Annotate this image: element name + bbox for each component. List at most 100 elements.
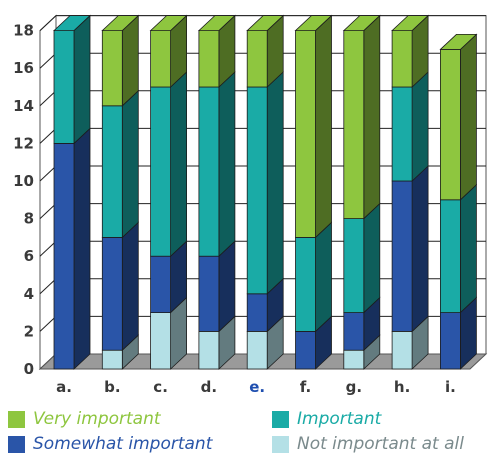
chart-side-wall — [39, 14, 57, 371]
x-category-label: c. — [153, 378, 168, 396]
bar-side-very_important — [459, 33, 477, 201]
legend-label-very-important: Very important — [33, 409, 161, 429]
legend-label-important: Important — [297, 409, 382, 429]
y-tick-label: 12 — [13, 134, 34, 152]
bar-segment-very_important — [246, 30, 268, 88]
bar-segment-not_important_at_all — [150, 312, 172, 370]
bar-segment-somewhat_important — [246, 293, 268, 332]
x-category-label: i. — [445, 378, 456, 396]
bar-segment-very_important — [101, 30, 123, 107]
gridline-side — [39, 15, 57, 31]
bar-side-very_important — [363, 14, 381, 220]
y-tick-label: 6 — [24, 247, 34, 265]
bar-segment-somewhat_important — [53, 142, 75, 370]
x-category-label: g. — [346, 378, 362, 396]
gridline-side — [39, 165, 57, 182]
bar-side-important — [266, 71, 284, 295]
bar-segment-important — [295, 236, 316, 332]
bar-segment-important — [150, 86, 172, 257]
legend-item-very-important: Very important — [8, 409, 161, 429]
y-tick-label: 14 — [13, 97, 34, 115]
gridline-side — [39, 90, 57, 107]
bar-segment-somewhat_important — [295, 330, 316, 370]
gridline-side — [39, 203, 57, 219]
x-category-label: e. — [249, 378, 265, 396]
legend-swatch-not-important-at-all — [272, 435, 289, 453]
x-category-label: f. — [300, 378, 311, 396]
y-tick-label: 4 — [24, 285, 34, 303]
chart-legend: Very important Important Somewhat import… — [0, 405, 491, 457]
legend-label-somewhat-important: Somewhat important — [33, 434, 213, 454]
gridline-side — [39, 278, 57, 295]
y-tick-label: 0 — [24, 360, 34, 378]
y-tick-label: 2 — [24, 322, 34, 340]
bar-side-important — [459, 183, 477, 314]
gridline-side — [39, 52, 57, 69]
bar-top-very_important — [391, 15, 430, 32]
y-tick-label: 8 — [24, 210, 34, 228]
bar-side-very_important — [121, 14, 139, 107]
bar-segment-very_important — [198, 30, 220, 88]
legend-swatch-important — [272, 410, 289, 428]
bar-top-very_important — [149, 15, 188, 32]
bar-side-somewhat_important — [73, 127, 91, 370]
bar-side-somewhat_important — [121, 221, 139, 352]
bar-segment-important — [246, 86, 268, 295]
bar-segment-somewhat_important — [391, 180, 413, 332]
bar-segment-important — [391, 86, 413, 182]
bar-segment-important — [198, 86, 220, 257]
stacked-bar-chart: 0 2 4 6 8 10 12 14 16 18 a. b. c. d. e. f. g. h. i. — [13, 14, 488, 396]
bar-segment-not_important_at_all — [343, 349, 365, 370]
bar-segment-somewhat_important — [150, 255, 172, 314]
bar-side-somewhat_important — [218, 240, 236, 333]
bar-segment-very_important — [391, 30, 413, 88]
y-tick-label: 16 — [13, 59, 34, 77]
bar-top-very_important — [101, 15, 140, 32]
legend-label-not-important-at-all: Not important at all — [297, 434, 464, 454]
bar-segment-somewhat_important — [343, 312, 365, 351]
legend-swatch-very-important — [8, 410, 25, 428]
bar-segment-important — [343, 218, 365, 314]
y-tick-label: 10 — [13, 172, 34, 190]
legend-swatch-somewhat-important — [8, 435, 25, 453]
bar-top-very_important — [294, 15, 333, 32]
y-tick-label: 18 — [13, 22, 34, 40]
bar-side-important — [218, 71, 236, 258]
bar-segment-very_important — [439, 49, 461, 201]
bar-segment-very_important — [343, 30, 365, 220]
gridline-side — [39, 316, 57, 332]
x-category-label: d. — [201, 378, 217, 396]
x-category-label: b. — [104, 378, 120, 396]
bar-side-important — [170, 71, 188, 258]
bar-top-very_important — [439, 34, 478, 50]
bar-top-very_important — [342, 15, 381, 32]
bar-segment-important — [439, 199, 461, 314]
bar-segment-very_important — [150, 30, 172, 88]
bar-segment-not_important_at_all — [101, 349, 123, 370]
bar-segment-important — [101, 105, 123, 238]
bar-segment-important — [53, 30, 75, 144]
bar-side-important — [363, 202, 381, 314]
legend-item-somewhat-important: Somewhat important — [8, 434, 212, 454]
bar-side-important — [411, 71, 429, 182]
bar-segment-somewhat_important — [198, 255, 220, 332]
x-category-label: h. — [394, 378, 410, 396]
bar-segment-not_important_at_all — [246, 330, 268, 370]
bar-side-important — [315, 221, 332, 333]
bar-top-important — [52, 15, 92, 32]
bar-side-important — [121, 89, 139, 239]
gridline-side — [39, 240, 57, 257]
bar-segment-not_important_at_all — [198, 330, 220, 370]
bar-top-very_important — [246, 15, 285, 32]
bar-side-somewhat_important — [411, 165, 429, 333]
bar-side-very_important — [315, 14, 332, 239]
bar-top-very_important — [197, 15, 236, 32]
bar-segment-somewhat_important — [101, 236, 123, 351]
legend-item-not-important-at-all: Not important at all — [272, 434, 464, 454]
legend-item-important: Important — [272, 409, 381, 429]
bar-segment-very_important — [295, 30, 316, 238]
bar-side-important — [73, 14, 91, 145]
gridline-side — [39, 128, 57, 144]
bar-segment-somewhat_important — [439, 312, 461, 370]
chart-canvas: 0 2 4 6 8 10 12 14 16 18 a. b. c. d. e. f. g. h. i. — [13, 14, 488, 396]
